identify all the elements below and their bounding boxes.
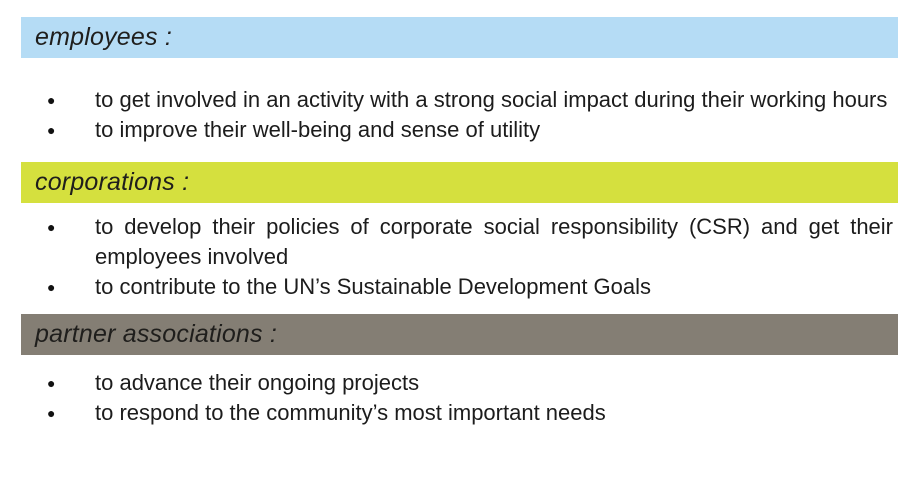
bullet-text: to contribute to the UN’s Sustainable De… [95, 274, 652, 299]
bullet-icon: ● [47, 92, 56, 108]
section-header-partner-associations: partner associations : [21, 314, 898, 355]
bullet-text: to improve their well-being and sense of… [95, 117, 541, 142]
bullet-icon: ● [47, 405, 56, 421]
bullet-text: to get involved in an activity with a st… [95, 87, 888, 112]
bullet-text: to respond to the community’s most impor… [95, 400, 606, 425]
list-item: ● to contribute to the UN’s Sustainable … [21, 272, 893, 302]
list-item: ● to get involved in an activity with a … [21, 85, 893, 115]
bullet-text: to advance their ongoing projects [95, 370, 420, 395]
list-item: ● to develop their policies of corporate… [21, 212, 893, 272]
bullet-icon: ● [47, 375, 56, 391]
list-item: ● to respond to the community’s most imp… [21, 398, 893, 428]
section-header-employees: employees : [21, 17, 898, 58]
bullet-list-employees: ● to get involved in an activity with a … [21, 85, 893, 145]
list-item: ● to improve their well-being and sense … [21, 115, 893, 145]
bullet-icon: ● [47, 219, 56, 235]
bullet-icon: ● [47, 122, 56, 138]
section-header-corporations: corporations : [21, 162, 898, 203]
section-partner-associations: partner associations : ● to advance thei… [0, 314, 913, 428]
list-item: ● to advance their ongoing projects [21, 368, 893, 398]
section-employees: employees : ● to get involved in an acti… [0, 17, 913, 145]
bullet-list-partner-associations: ● to advance their ongoing projects ● to… [21, 368, 893, 428]
bullet-icon: ● [47, 279, 56, 295]
bullet-text: to develop their policies of corporate s… [95, 214, 893, 269]
section-corporations: corporations : ● to develop their polici… [0, 162, 913, 302]
bullet-list-corporations: ● to develop their policies of corporate… [21, 212, 893, 302]
